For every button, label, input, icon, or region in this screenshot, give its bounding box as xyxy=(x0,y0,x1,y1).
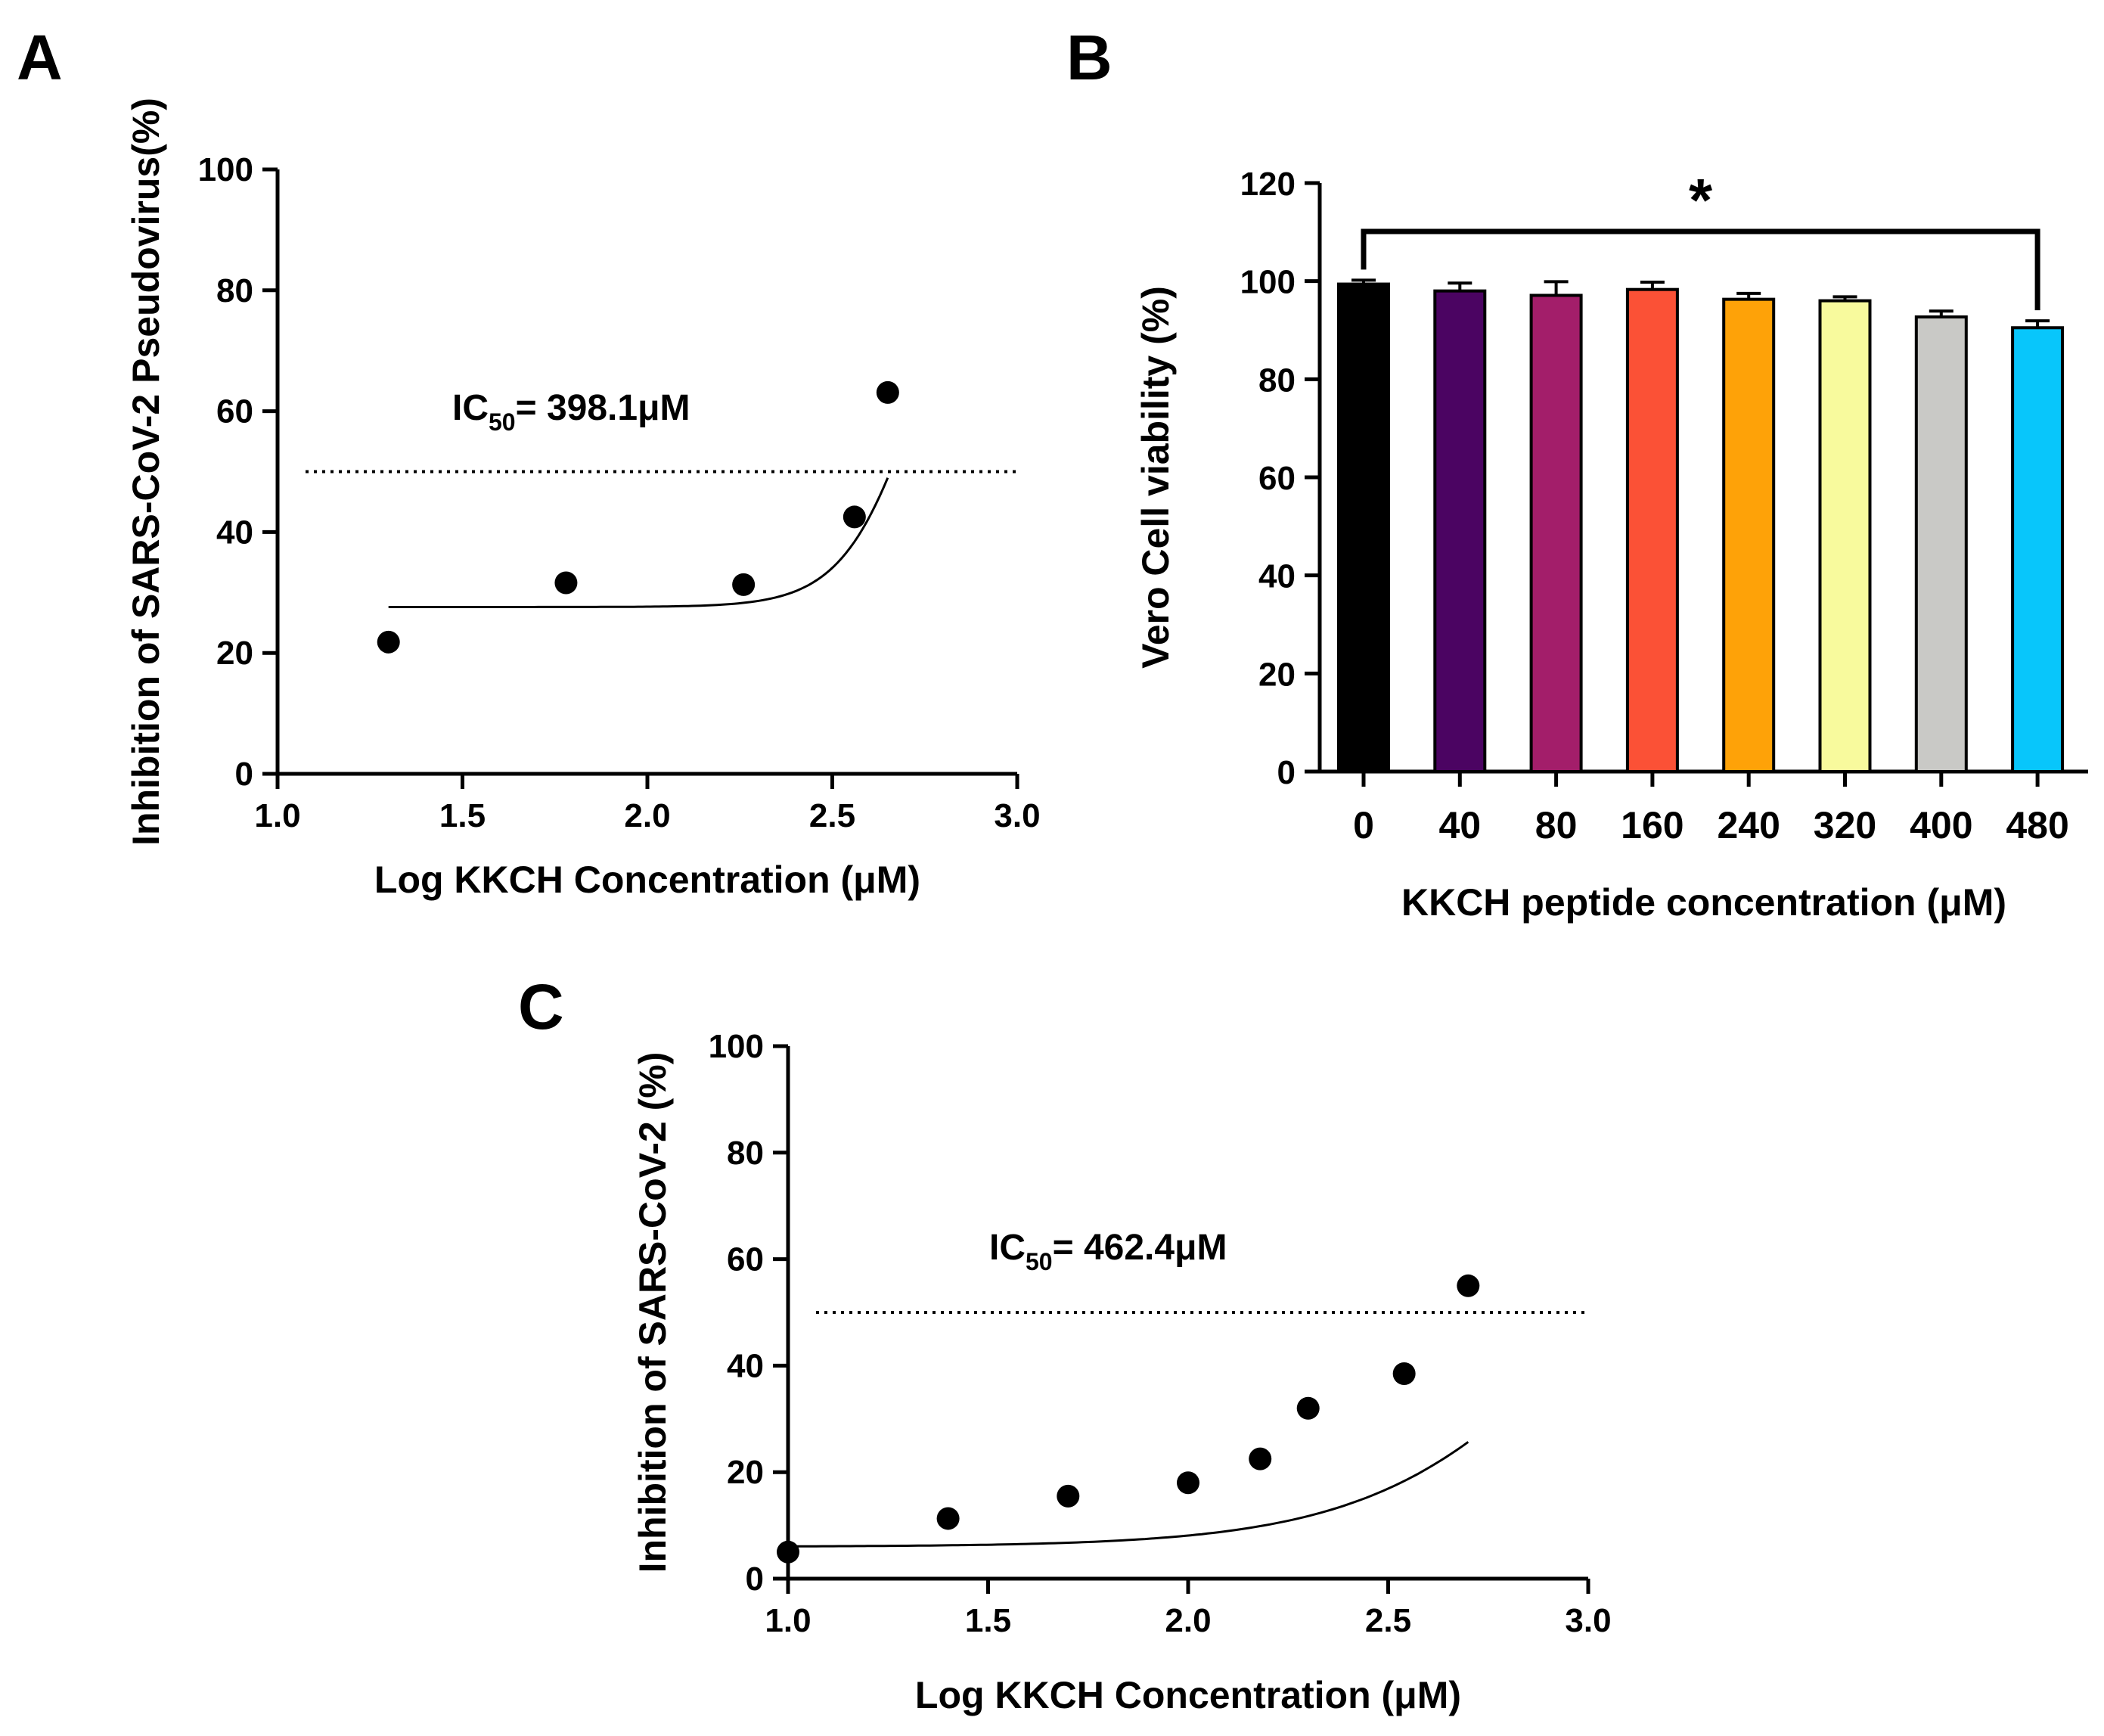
y-tick-label: 80 xyxy=(1258,362,1296,399)
y-axis-title: Vero Cell viability (%) xyxy=(1134,286,1177,669)
y-tick-label: 100 xyxy=(1240,264,1296,301)
x-tick-label: 1.0 xyxy=(254,797,300,834)
bar xyxy=(1625,287,1679,773)
data-point xyxy=(1177,1471,1199,1495)
x-tick-label: 1.5 xyxy=(965,1602,1011,1639)
y-tick-label: 20 xyxy=(216,635,253,672)
y-tick-label: 60 xyxy=(727,1241,764,1278)
x-tick-label: 1.0 xyxy=(765,1602,811,1639)
bar xyxy=(2011,326,2065,773)
x-tick-label: 3.0 xyxy=(1565,1602,1611,1639)
y-tick-label: 40 xyxy=(727,1347,764,1384)
x-axis-title: KKCH peptide concentration (μM) xyxy=(1401,881,2006,924)
bar xyxy=(1529,293,1583,773)
y-tick-label: 0 xyxy=(235,756,253,793)
data-point xyxy=(377,630,400,654)
significance-bracket xyxy=(1361,228,2040,311)
bar xyxy=(1433,289,1487,773)
y-tick-label: 0 xyxy=(1277,754,1296,791)
bar xyxy=(1337,282,1390,774)
data-point xyxy=(1296,1396,1320,1420)
panel-letter-b: B xyxy=(1066,22,1113,93)
y-tick-label: 100 xyxy=(198,151,253,188)
data-point xyxy=(732,573,756,596)
bar xyxy=(1914,315,1968,773)
x-tick-label: 240 xyxy=(1717,804,1780,846)
chart-b: 0 20 40 60 80 100 120 0 40 80 160 240 320 400 480 * Vero… xyxy=(1134,166,2088,924)
y-tick-label: 40 xyxy=(216,514,253,551)
data-point xyxy=(1457,1274,1480,1297)
fit-curve xyxy=(788,1441,1469,1548)
y-axis-title: Inhibition of SARS-CoV-2 Pseudovirus(%) xyxy=(125,98,167,846)
ic50-annotation: IC50= 462.4μM xyxy=(989,1228,1227,1275)
y-tick-label: 80 xyxy=(216,272,253,309)
y-tick-label: 20 xyxy=(1258,656,1296,693)
y-tick-label: 100 xyxy=(709,1028,764,1065)
x-tick-label: 0 xyxy=(1353,804,1374,846)
x-tick-label: 480 xyxy=(2006,804,2068,846)
data-point xyxy=(1392,1362,1416,1385)
y-tick-label: 60 xyxy=(216,393,253,430)
ic50-annotation: IC50= 398.1μM xyxy=(452,388,690,436)
data-point xyxy=(843,505,866,529)
data-point xyxy=(777,1540,799,1564)
x-tick-label: 40 xyxy=(1438,804,1481,846)
bar xyxy=(1818,299,1872,774)
panel-letter-a: A xyxy=(17,22,63,93)
x-axis-title: Log KKCH Concentration (μM) xyxy=(915,1674,1461,1716)
y-tick-label: 40 xyxy=(1258,558,1296,595)
bar xyxy=(1722,297,1776,773)
x-tick-label: 400 xyxy=(1910,804,1972,846)
x-axis-title: Log KKCH Concentration (μM) xyxy=(374,859,920,901)
x-tick-label: 80 xyxy=(1535,804,1578,846)
x-tick-label: 3.0 xyxy=(994,797,1040,834)
ic50-value: = 462.4μM xyxy=(1053,1228,1227,1268)
x-tick-label: 320 xyxy=(1814,804,1876,846)
x-tick-label: 160 xyxy=(1621,804,1684,846)
ic50-prefix: IC xyxy=(989,1228,1026,1268)
chart-c: 0 20 40 60 80 100 1.0 1.5 2.0 2.5 3.0 Inhibition of… xyxy=(632,1028,1612,1716)
x-tick-label: 2.0 xyxy=(1165,1602,1211,1639)
data-point xyxy=(1249,1447,1272,1470)
chart-a: 0 20 40 60 80 100 1.0 1.5 2.0 2.5 3.0 Inhibition of… xyxy=(125,98,1041,901)
data-point xyxy=(936,1507,960,1530)
x-tick-label: 2.5 xyxy=(1365,1602,1411,1639)
ic50-value: = 398.1μM xyxy=(516,388,690,428)
y-tick-label: 60 xyxy=(1258,460,1296,497)
y-tick-label: 120 xyxy=(1240,166,1296,203)
data-point xyxy=(554,571,578,595)
ic50-subscript: 50 xyxy=(1026,1248,1053,1275)
ic50-prefix: IC xyxy=(452,388,489,428)
x-tick-label: 1.5 xyxy=(439,797,486,834)
y-tick-label: 80 xyxy=(727,1135,764,1172)
significance-star: * xyxy=(1689,166,1713,234)
ic50-subscript: 50 xyxy=(489,408,516,436)
fit-curve xyxy=(388,477,889,608)
panel-letter-c: C xyxy=(518,971,564,1042)
data-point xyxy=(876,380,899,404)
y-tick-label: 20 xyxy=(727,1454,764,1491)
y-tick-label: 0 xyxy=(746,1561,764,1598)
x-tick-label: 2.5 xyxy=(809,797,855,834)
y-axis-title: Inhibition of SARS-CoV-2 (%) xyxy=(632,1052,674,1573)
x-tick-label: 2.0 xyxy=(624,797,670,834)
data-point xyxy=(1057,1484,1080,1508)
